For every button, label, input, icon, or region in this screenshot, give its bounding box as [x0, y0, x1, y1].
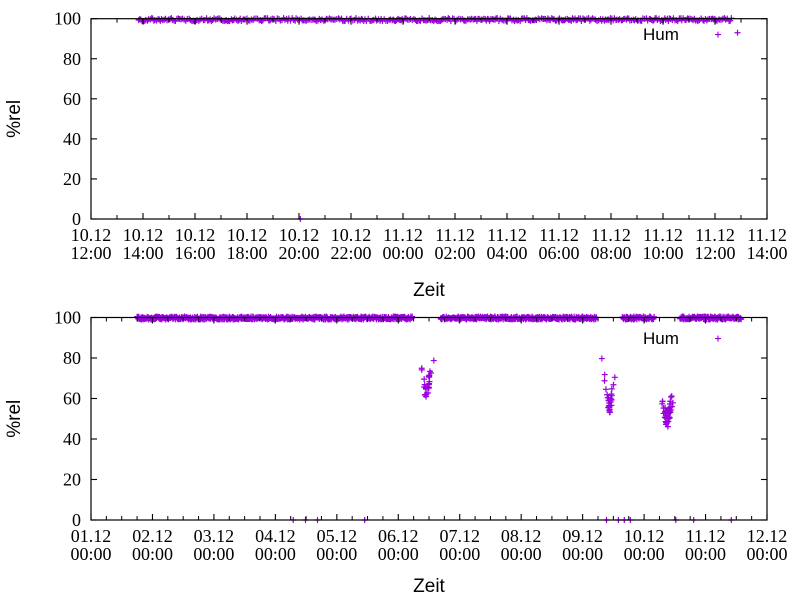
svg-text:11.12: 11.12	[487, 225, 527, 245]
svg-text:00:00: 00:00	[501, 544, 542, 564]
svg-text:11.12: 11.12	[686, 526, 726, 546]
svg-text:00:00: 00:00	[378, 544, 419, 564]
svg-text:11.12: 11.12	[695, 225, 735, 245]
svg-text:16:00: 16:00	[174, 243, 215, 263]
svg-text:80: 80	[63, 49, 81, 69]
svg-text:20: 20	[63, 169, 81, 189]
svg-text:%rel: %rel	[4, 400, 25, 438]
svg-text:02:00: 02:00	[434, 243, 475, 263]
svg-text:11.12: 11.12	[383, 225, 423, 245]
svg-text:08:00: 08:00	[590, 243, 631, 263]
svg-text:18:00: 18:00	[226, 243, 267, 263]
svg-text:11.12: 11.12	[643, 225, 683, 245]
svg-text:60: 60	[63, 389, 81, 409]
svg-text:00:00: 00:00	[382, 243, 423, 263]
svg-text:00:00: 00:00	[562, 544, 603, 564]
svg-text:10.12: 10.12	[624, 526, 665, 546]
svg-text:11.12: 11.12	[747, 225, 787, 245]
svg-text:11.12: 11.12	[435, 225, 475, 245]
svg-text:14:00: 14:00	[122, 243, 163, 263]
svg-text:07.12: 07.12	[439, 526, 480, 546]
svg-text:Zeit: Zeit	[413, 280, 445, 301]
svg-text:12:00: 12:00	[70, 243, 111, 263]
svg-text:100: 100	[54, 308, 81, 328]
svg-text:00:00: 00:00	[132, 544, 173, 564]
svg-text:22:00: 22:00	[330, 243, 371, 263]
svg-text:09.12: 09.12	[562, 526, 603, 546]
svg-text:12:00: 12:00	[694, 243, 735, 263]
svg-text:20: 20	[63, 470, 81, 490]
svg-text:00:00: 00:00	[255, 544, 296, 564]
svg-text:Hum: Hum	[643, 25, 679, 44]
svg-text:06.12: 06.12	[378, 526, 419, 546]
svg-text:10.12: 10.12	[123, 225, 164, 245]
svg-text:%rel: %rel	[4, 100, 25, 138]
svg-text:10.12: 10.12	[71, 225, 112, 245]
svg-text:10.12: 10.12	[227, 225, 268, 245]
svg-text:00:00: 00:00	[316, 544, 357, 564]
svg-text:00:00: 00:00	[439, 544, 480, 564]
svg-text:40: 40	[63, 129, 81, 149]
svg-text:00:00: 00:00	[193, 544, 234, 564]
svg-text:100: 100	[54, 9, 81, 29]
svg-text:03.12: 03.12	[194, 526, 235, 546]
svg-text:14:00: 14:00	[746, 243, 787, 263]
svg-text:80: 80	[63, 348, 81, 368]
svg-text:00:00: 00:00	[746, 544, 787, 564]
svg-text:04:00: 04:00	[486, 243, 527, 263]
svg-text:00:00: 00:00	[685, 544, 726, 564]
svg-text:11.12: 11.12	[591, 225, 631, 245]
svg-text:08.12: 08.12	[501, 526, 542, 546]
svg-text:05.12: 05.12	[317, 526, 358, 546]
svg-text:10.12: 10.12	[331, 225, 372, 245]
svg-text:00:00: 00:00	[624, 544, 665, 564]
svg-text:10.12: 10.12	[279, 225, 320, 245]
svg-text:20:00: 20:00	[278, 243, 319, 263]
svg-text:01.12: 01.12	[71, 526, 112, 546]
svg-text:12.12: 12.12	[747, 526, 788, 546]
svg-text:Zeit: Zeit	[413, 576, 445, 597]
svg-text:10:00: 10:00	[642, 243, 683, 263]
svg-text:04.12: 04.12	[255, 526, 296, 546]
svg-text:10.12: 10.12	[175, 225, 216, 245]
svg-text:11.12: 11.12	[539, 225, 579, 245]
svg-text:00:00: 00:00	[70, 544, 111, 564]
svg-text:06:00: 06:00	[538, 243, 579, 263]
svg-text:60: 60	[63, 89, 81, 109]
svg-text:40: 40	[63, 429, 81, 449]
svg-text:02.12: 02.12	[132, 526, 173, 546]
svg-text:Hum: Hum	[643, 329, 679, 348]
